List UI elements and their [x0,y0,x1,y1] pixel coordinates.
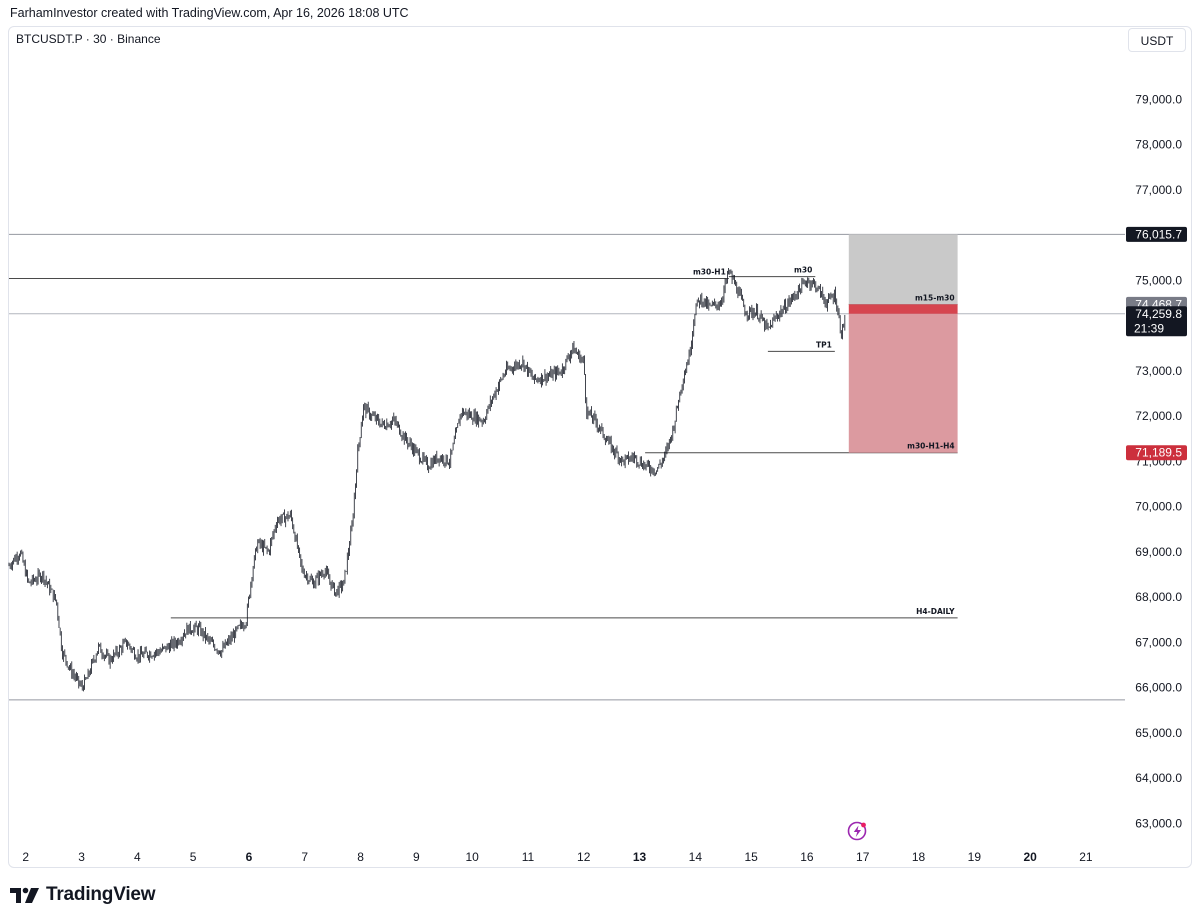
time-axis: 2 3 4 5 6 7 8 9 10 11 12 13 14 15 16 17 18 19 20 21 [22,850,1093,864]
price-tag-bg-0 [1126,226,1187,242]
entry-band [848,304,958,314]
time-axis-tick-11: 13 [633,850,647,864]
symbol-info[interactable]: BTCUSDT.P · 30 · Binance [16,32,161,46]
level-label-3: m30-H1 [693,267,726,276]
time-axis-tick-15: 17 [856,850,870,864]
price-axis-tick-10: 73,000.0 [1135,364,1182,378]
price-axis-tick-14: 78,000.0 [1135,138,1182,152]
level-label-7: H4-DAILY [916,607,955,616]
price-axis-tick-1: 64,000.0 [1135,771,1182,785]
brand-name: TradingView [46,884,156,905]
price-axis-tick-3: 66,000.0 [1135,681,1182,695]
price-tag-bg-2 [1126,306,1187,337]
level-label-8: m15-m30 [915,293,955,302]
replay-lightning-icon[interactable] [847,821,867,841]
time-axis-tick-17: 19 [968,850,982,864]
price-axis-tick-15: 79,000.0 [1135,92,1182,106]
time-axis-tick-19: 21 [1079,850,1093,864]
price-tag-bg-3 [1126,445,1187,461]
stop-zone [848,313,958,453]
price-axis-tick-13: 77,000.0 [1135,183,1182,197]
price-tag-3: 71,189.5 [1135,446,1182,460]
price-tag-2: 74,259.8 [1135,307,1182,321]
time-axis-tick-18: 20 [1023,850,1037,864]
time-axis-tick-14: 16 [800,850,814,864]
price-axis: 63,000.0 64,000.0 65,000.0 66,000.0 67,000.0… [1135,92,1182,830]
price-series [8,268,846,692]
time-axis-tick-16: 18 [912,850,926,864]
level-label-4: m30 [794,266,812,275]
time-axis-tick-3: 5 [190,850,197,864]
price-tag-0: 76,015.7 [1135,227,1182,241]
time-axis-tick-7: 9 [413,850,420,864]
price-axis-tick-7: 70,000.0 [1135,500,1182,514]
price-axis-tick-2: 65,000.0 [1135,726,1182,740]
level-labels: m30-H1 m30 TP1 m30-H1-H4 H4-DAILY m15-m30 [693,266,955,616]
price-axis-tick-12: 75,000.0 [1135,273,1182,287]
time-axis-tick-12: 14 [689,850,703,864]
price-axis-tick-5: 68,000.0 [1135,590,1182,604]
chart-caption: FarhamInvestor created with TradingView.… [10,6,409,20]
level-label-5: TP1 [816,340,832,349]
chart-frame [8,26,1192,868]
time-axis-tick-10: 12 [577,850,591,864]
time-axis-tick-8: 10 [465,850,479,864]
time-axis-tick-9: 11 [522,850,535,864]
time-axis-tick-2: 4 [134,850,141,864]
time-axis-tick-13: 15 [744,850,758,864]
time-axis-tick-1: 3 [78,850,85,864]
countdown-label-2: 21:39 [1134,321,1164,335]
time-axis-tick-5: 7 [301,850,308,864]
price-axis-tick-0: 63,000.0 [1135,816,1182,830]
target-zone [848,234,958,305]
price-axis-tick-9: 72,000.0 [1135,409,1182,423]
time-axis-tick-4: 6 [246,850,253,864]
time-axis-tick-6: 8 [357,850,364,864]
currency-button[interactable]: USDT [1128,28,1186,52]
level-label-6: m30-H1-H4 [907,442,954,451]
position-zones [848,234,958,453]
tradingview-logo-icon [10,887,39,903]
time-axis-tick-0: 2 [22,850,29,864]
price-axis-tick-4: 67,000.0 [1135,635,1182,649]
tradingview-logo: TradingView [10,884,156,906]
price-axis-tick-6: 69,000.0 [1135,545,1182,559]
